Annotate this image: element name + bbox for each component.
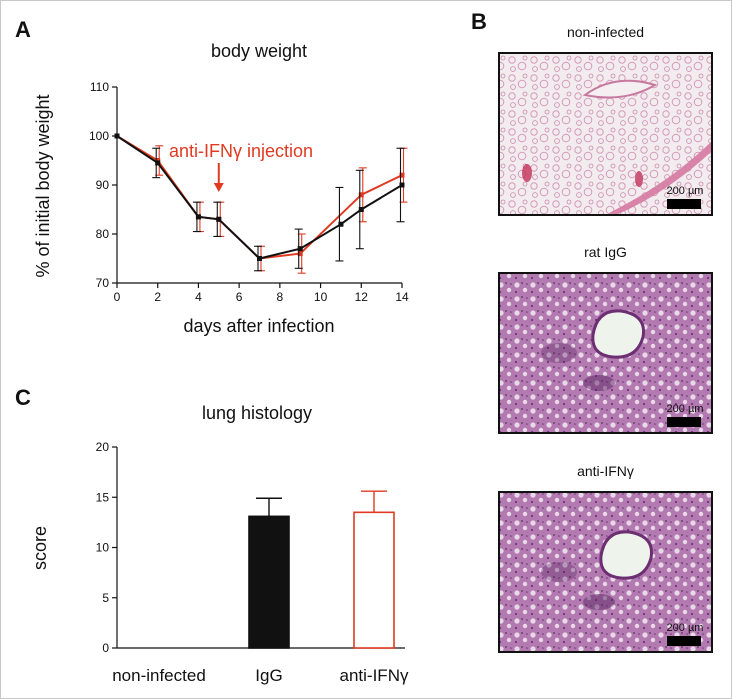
bronchiole <box>599 530 654 580</box>
data-point <box>297 251 303 257</box>
panel-letter-a: A <box>15 17 31 42</box>
bar-chart-ticks: 0 5 10 15 20 <box>96 440 117 655</box>
scale-bar-label: 200 µm <box>667 622 704 634</box>
x-tick-label: 2 <box>154 290 161 304</box>
infiltrate <box>541 562 577 582</box>
category-label: non-infected <box>112 666 206 685</box>
data-point <box>399 172 405 178</box>
histology-image-1: rat IgG 200 µm <box>498 244 713 434</box>
y-tick-label: 110 <box>90 80 109 94</box>
line-chart-series <box>114 133 408 274</box>
y-tick-label: 20 <box>96 440 110 454</box>
y-tick-label: 10 <box>96 541 110 555</box>
infiltrate <box>583 594 615 610</box>
line-chart-ylabel: % of initial body weight <box>33 94 53 277</box>
panel-letter-b: B <box>471 9 487 34</box>
histology-frame <box>498 52 713 216</box>
bar-2 <box>353 511 395 649</box>
category-label: anti-IFNγ <box>340 666 409 685</box>
scale-bar-label: 200 µm <box>667 403 704 415</box>
body-weight-chart: body weight days after infection % of in… <box>33 41 409 336</box>
bronchiole <box>591 309 646 359</box>
data-point <box>155 160 161 166</box>
data-point <box>195 214 201 220</box>
y-tick-label: 90 <box>96 178 110 192</box>
infiltrate <box>541 343 577 363</box>
scale-bar <box>667 417 701 427</box>
lung-histology-chart: lung histology score 0 5 10 15 20 non-infect… <box>30 403 409 685</box>
data-point <box>358 207 364 212</box>
histology-title: rat IgG <box>584 244 627 260</box>
histology-title: anti-IFNγ <box>577 463 634 479</box>
blood-cells <box>522 164 532 182</box>
scale-bar <box>667 199 701 209</box>
x-tick-label: 0 <box>114 290 121 304</box>
y-tick-label: 0 <box>102 641 109 655</box>
data-point <box>399 182 405 188</box>
bar-chart-title: lung histology <box>202 403 312 423</box>
data-point <box>114 133 120 139</box>
category-label: IgG <box>255 666 282 685</box>
x-tick-label: 10 <box>314 290 328 304</box>
tissue-texture <box>499 53 712 215</box>
line-chart-xlabel: days after infection <box>183 316 334 336</box>
x-tick-label: 12 <box>355 290 369 304</box>
y-tick-label: 5 <box>102 591 109 605</box>
panel-letter-c: C <box>15 385 31 410</box>
data-point <box>358 192 364 198</box>
airway <box>582 79 658 99</box>
infiltrate <box>583 375 615 391</box>
x-tick-label: 6 <box>236 290 243 304</box>
data-point <box>297 246 303 252</box>
blood-cells <box>635 171 643 187</box>
x-tick-label: 8 <box>277 290 284 304</box>
line-chart-title: body weight <box>211 41 307 61</box>
injection-annotation: anti-IFNγ injection <box>169 141 313 161</box>
y-tick-label: 70 <box>96 276 110 290</box>
y-tick-label: 80 <box>96 227 110 241</box>
bar-1 <box>248 515 290 649</box>
histology-image-0: non-infected 200 µm <box>498 24 713 216</box>
histology-frame <box>498 491 713 653</box>
x-tick-label: 4 <box>195 290 202 304</box>
histology-frame <box>498 272 713 434</box>
histology-image-2: anti-IFNγ 200 µm <box>498 463 713 653</box>
data-point <box>257 256 262 261</box>
y-tick-label: 15 <box>96 490 110 504</box>
arrow-head <box>213 183 224 192</box>
scale-bar <box>667 636 701 646</box>
scale-bar-label: 200 µm <box>667 185 704 197</box>
y-tick-label: 100 <box>89 129 109 143</box>
data-point <box>216 216 222 222</box>
bar-chart-bars: non-infected IgG anti-IFNγ <box>112 490 409 685</box>
histology-title: non-infected <box>567 24 644 40</box>
line-chart-ticks: 70 80 90 100 110 0 2 4 6 8 10 12 14 <box>89 80 409 304</box>
x-tick-label: 14 <box>395 290 409 304</box>
injection-arrow <box>213 163 224 192</box>
data-point <box>338 221 344 227</box>
bar-chart-ylabel: score <box>30 526 50 570</box>
